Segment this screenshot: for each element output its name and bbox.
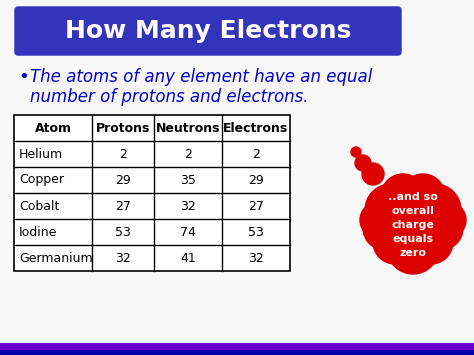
Text: Electrons: Electrons — [223, 121, 289, 135]
Text: Germanium: Germanium — [19, 251, 92, 264]
Text: Cobalt: Cobalt — [19, 200, 59, 213]
Text: 32: 32 — [115, 251, 131, 264]
Text: 2: 2 — [184, 147, 192, 160]
Text: 53: 53 — [248, 225, 264, 239]
Text: How Many Electrons: How Many Electrons — [65, 19, 351, 43]
Circle shape — [365, 184, 417, 236]
Text: 27: 27 — [115, 200, 131, 213]
Text: ..and so
overall
charge
equals
zero: ..and so overall charge equals zero — [388, 192, 438, 258]
Text: number of protons and electrons.: number of protons and electrons. — [30, 88, 309, 106]
Circle shape — [362, 163, 384, 185]
Text: 2: 2 — [252, 147, 260, 160]
Circle shape — [363, 206, 407, 250]
Text: 2: 2 — [119, 147, 127, 160]
Circle shape — [387, 222, 439, 274]
Text: The atoms of any element have an equal: The atoms of any element have an equal — [30, 68, 373, 86]
Text: Helium: Helium — [19, 147, 63, 160]
Circle shape — [409, 184, 461, 236]
Circle shape — [430, 202, 466, 238]
Bar — [0, 350, 474, 355]
Text: 32: 32 — [180, 200, 196, 213]
Text: 32: 32 — [248, 251, 264, 264]
Text: Neutrons: Neutrons — [156, 121, 220, 135]
Text: 41: 41 — [180, 251, 196, 264]
Circle shape — [375, 182, 451, 258]
Circle shape — [360, 202, 396, 238]
Bar — [0, 343, 474, 350]
Bar — [14, 115, 290, 271]
Text: 35: 35 — [180, 174, 196, 186]
Text: Atom: Atom — [35, 121, 72, 135]
Text: Protons: Protons — [96, 121, 150, 135]
Circle shape — [381, 174, 425, 218]
Text: Iodine: Iodine — [19, 225, 57, 239]
Text: 74: 74 — [180, 225, 196, 239]
Circle shape — [355, 155, 371, 171]
Circle shape — [373, 220, 417, 264]
Text: 29: 29 — [248, 174, 264, 186]
Text: Copper: Copper — [19, 174, 64, 186]
Text: 29: 29 — [115, 174, 131, 186]
Text: 27: 27 — [248, 200, 264, 213]
Circle shape — [351, 147, 361, 157]
Text: 53: 53 — [115, 225, 131, 239]
Text: •: • — [18, 68, 29, 86]
FancyBboxPatch shape — [15, 7, 401, 55]
Circle shape — [409, 220, 453, 264]
Circle shape — [401, 174, 445, 218]
Circle shape — [419, 206, 463, 250]
